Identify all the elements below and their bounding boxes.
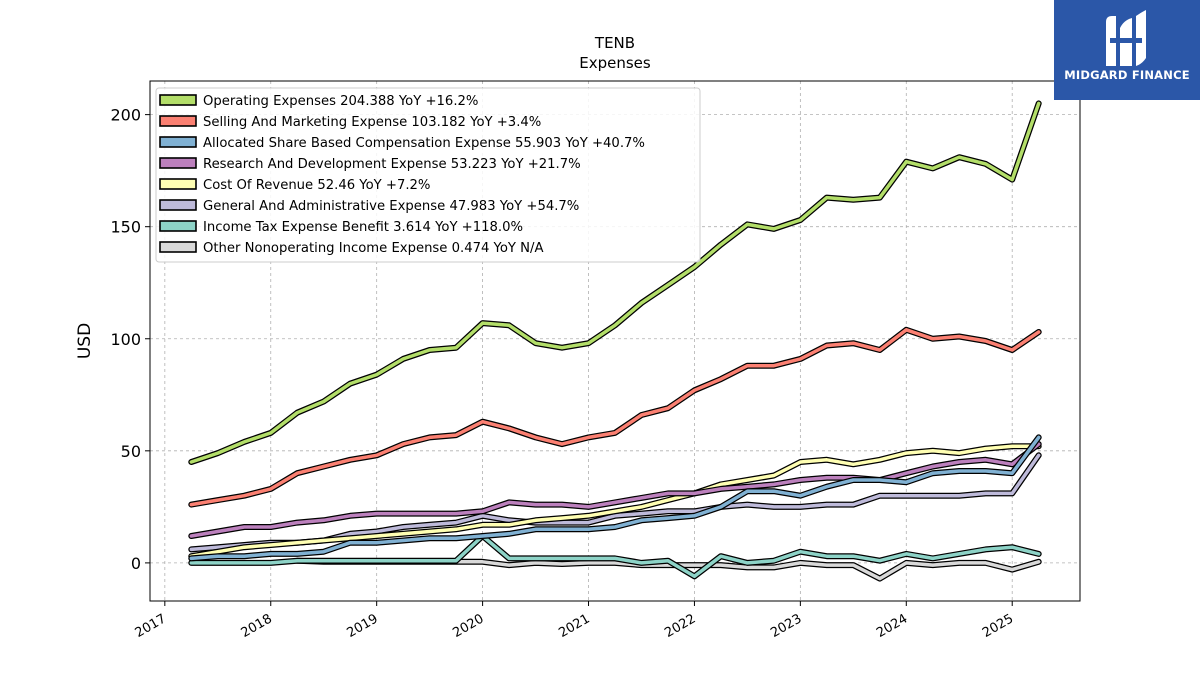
x-tick-label: 2019 bbox=[345, 611, 381, 641]
legend: Operating Expenses 204.388 YoY +16.2% Sel… bbox=[155, 87, 701, 263]
brand-logo: MIDGARD FINANCE bbox=[1054, 0, 1200, 100]
y-tick-label: 200 bbox=[110, 106, 141, 125]
series-line bbox=[189, 328, 1041, 507]
legend-label: Income Tax Expense Benefit 3.614 YoY +11… bbox=[203, 220, 523, 235]
series-4 bbox=[188, 441, 1042, 539]
series-line bbox=[189, 442, 1041, 538]
legend-item: Operating Expenses 204.388 YoY +16.2% bbox=[159, 94, 478, 109]
x-tick-label: 2017 bbox=[133, 611, 169, 641]
chart-subtitle: Expenses bbox=[579, 54, 651, 72]
legend-box bbox=[155, 87, 701, 263]
series-2 bbox=[188, 326, 1042, 508]
series-5 bbox=[188, 443, 1042, 560]
legend-item: Selling And Marketing Expense 103.182 Yo… bbox=[159, 115, 541, 130]
series-7 bbox=[188, 533, 1042, 580]
y-tick-label: 0 bbox=[131, 554, 141, 573]
x-tick-label: 2018 bbox=[239, 611, 275, 641]
legend-label: Cost Of Revenue 52.46 YoY +7.2% bbox=[203, 178, 430, 193]
series-line bbox=[189, 435, 1041, 561]
y-tick-label: 100 bbox=[110, 330, 141, 349]
legend-swatch bbox=[159, 220, 197, 232]
x-tick-label: 2021 bbox=[556, 611, 592, 641]
series-line bbox=[189, 534, 1041, 579]
series-3 bbox=[188, 434, 1042, 562]
legend-swatch bbox=[159, 94, 197, 106]
legend-swatch bbox=[159, 157, 197, 169]
legend-label: Other Nonoperating Income Expense 0.474 … bbox=[203, 241, 544, 256]
y-axis-label: USD bbox=[75, 323, 95, 359]
legend-swatch bbox=[159, 199, 197, 211]
legend-item: General And Administrative Expense 47.98… bbox=[159, 199, 579, 214]
legend-item: Allocated Share Based Compensation Expen… bbox=[159, 136, 645, 151]
x-tick-label: 2020 bbox=[450, 611, 486, 641]
chart-title: TENB bbox=[594, 34, 635, 52]
series-1 bbox=[188, 100, 1042, 465]
legend-item: Cost Of Revenue 52.46 YoY +7.2% bbox=[159, 178, 430, 193]
legend-label: Operating Expenses 204.388 YoY +16.2% bbox=[203, 94, 478, 109]
legend-swatch bbox=[159, 241, 197, 253]
legend-swatch bbox=[159, 136, 197, 148]
legend-label: General And Administrative Expense 47.98… bbox=[203, 199, 579, 214]
brand-name: MIDGARD FINANCE bbox=[1064, 68, 1190, 82]
x-tick-label: 2024 bbox=[874, 611, 910, 641]
series-line bbox=[189, 101, 1041, 464]
x-tick-label: 2025 bbox=[980, 611, 1016, 641]
plot-frame bbox=[149, 80, 1081, 602]
legend-item: Income Tax Expense Benefit 3.614 YoY +11… bbox=[159, 220, 523, 235]
legend-label: Allocated Share Based Compensation Expen… bbox=[203, 136, 645, 151]
series-line bbox=[189, 444, 1041, 558]
y-tick-label: 50 bbox=[121, 442, 141, 461]
y-tick-label: 150 bbox=[110, 218, 141, 237]
legend-item: Research And Development Expense 53.223 … bbox=[159, 157, 581, 172]
legend-swatch bbox=[159, 178, 197, 190]
x-tick-label: 2023 bbox=[768, 611, 804, 641]
legend-label: Selling And Marketing Expense 103.182 Yo… bbox=[203, 115, 541, 130]
legend-label: Research And Development Expense 53.223 … bbox=[203, 157, 581, 172]
midgard-logo-icon bbox=[1106, 10, 1146, 66]
legend-swatch bbox=[159, 115, 197, 127]
series-lines bbox=[188, 100, 1042, 582]
x-tick-label: 2022 bbox=[662, 611, 698, 641]
legend-item: Other Nonoperating Income Expense 0.474 … bbox=[159, 241, 544, 256]
